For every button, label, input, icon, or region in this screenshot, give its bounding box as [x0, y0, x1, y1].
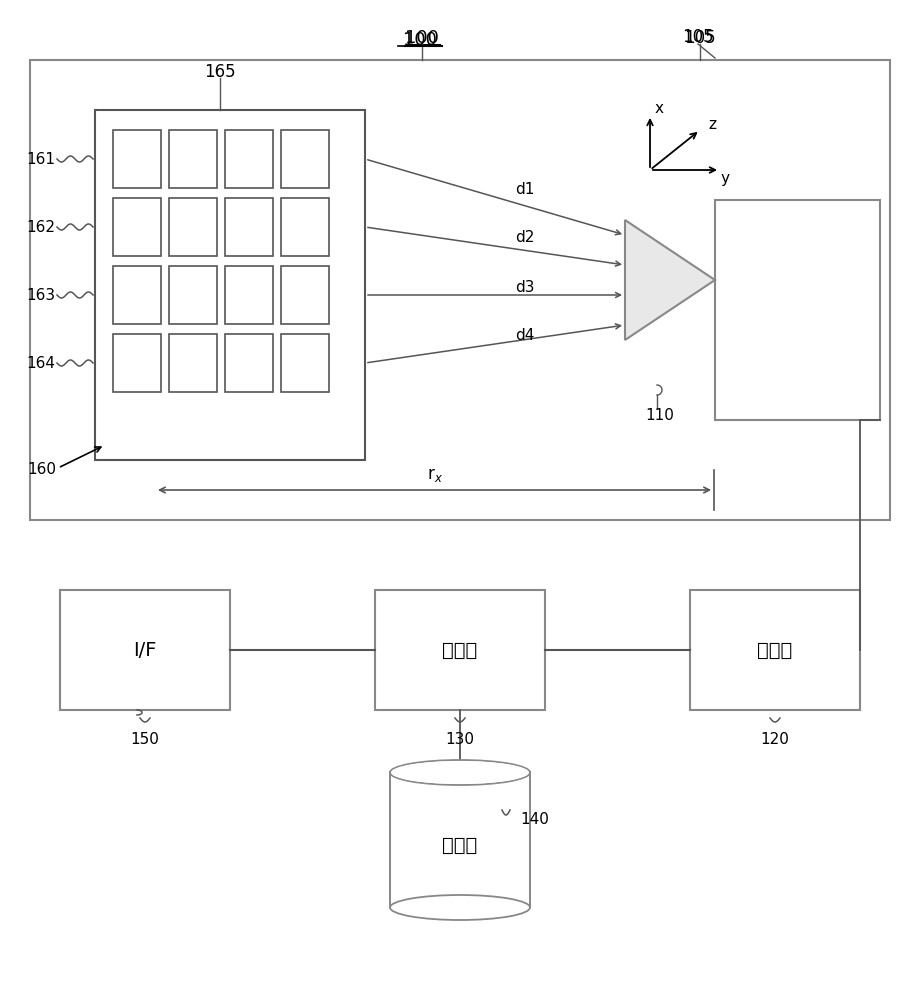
Text: 105: 105 [684, 29, 715, 47]
Polygon shape [624, 220, 714, 340]
Text: 130: 130 [445, 732, 474, 748]
Bar [225, 334, 273, 392]
Bar [169, 334, 217, 392]
Bar [280, 266, 329, 324]
Text: 120: 120 [760, 732, 789, 748]
Text: 140: 140 [519, 812, 549, 827]
Text: 161: 161 [26, 152, 55, 167]
Bar [714, 200, 879, 420]
Text: 处理器: 处理器 [442, 641, 477, 660]
Text: 100: 100 [403, 31, 437, 49]
Bar [95, 110, 365, 460]
Text: I/F: I/F [133, 641, 156, 660]
Text: 165: 165 [204, 63, 235, 81]
Ellipse shape [390, 760, 529, 785]
Bar [280, 198, 329, 256]
Bar [169, 130, 217, 188]
Bar [30, 60, 889, 520]
Bar [113, 130, 161, 188]
Text: 150: 150 [130, 732, 159, 748]
Text: 163: 163 [26, 288, 55, 302]
Bar [113, 198, 161, 256]
Ellipse shape [391, 761, 528, 784]
Bar [169, 198, 217, 256]
Text: y: y [720, 171, 729, 186]
Bar [225, 198, 273, 256]
Text: r$_x$: r$_x$ [426, 466, 442, 484]
Bar [390, 772, 529, 907]
Bar [375, 590, 544, 710]
Text: 164: 164 [26, 356, 55, 370]
Text: 收发器: 收发器 [756, 641, 792, 660]
Bar [169, 266, 217, 324]
Text: 100: 100 [404, 29, 438, 47]
Bar [689, 590, 859, 710]
Ellipse shape [390, 895, 529, 920]
Text: d1: d1 [515, 182, 534, 197]
Text: z: z [708, 117, 715, 132]
Bar [225, 266, 273, 324]
Text: 110: 110 [645, 408, 674, 422]
Text: 160: 160 [28, 462, 56, 478]
Text: d3: d3 [515, 279, 534, 294]
Bar [225, 130, 273, 188]
Bar [60, 590, 230, 710]
Bar [280, 130, 329, 188]
Text: d4: d4 [515, 328, 534, 344]
Text: d2: d2 [515, 231, 534, 245]
Bar [113, 334, 161, 392]
Text: x: x [654, 101, 664, 116]
Text: 数据库: 数据库 [442, 835, 477, 854]
Text: 162: 162 [26, 220, 55, 234]
Text: 105: 105 [682, 28, 713, 46]
Bar [113, 266, 161, 324]
Bar [280, 334, 329, 392]
